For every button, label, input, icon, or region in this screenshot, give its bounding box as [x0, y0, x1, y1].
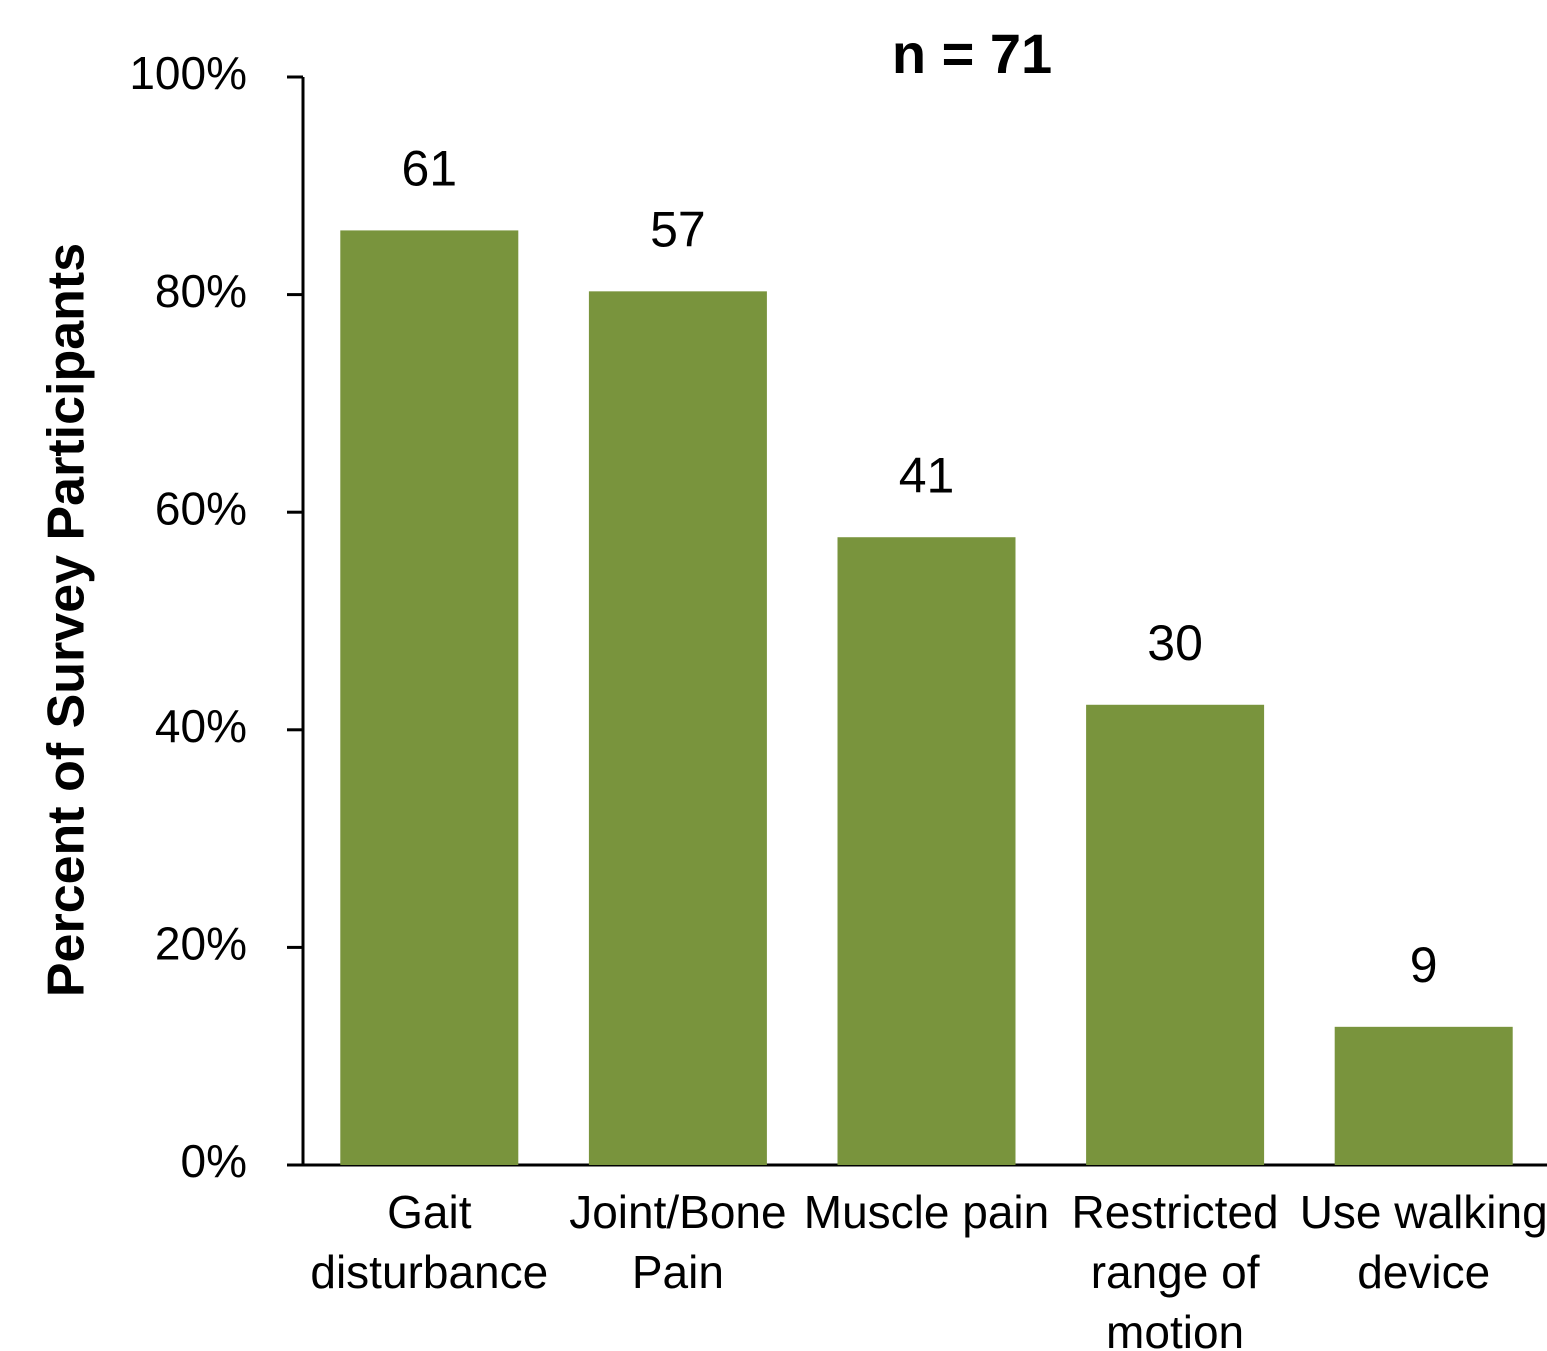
y-tick-label: 100%: [129, 47, 247, 99]
x-tick-label: Joint/Bone: [569, 1186, 786, 1238]
x-tick-label: device: [1357, 1246, 1490, 1298]
data-label: 61: [401, 141, 457, 197]
bar: [588, 291, 767, 1165]
y-tick-label: 20%: [155, 918, 247, 970]
x-tick-label: Use walking: [1300, 1186, 1547, 1238]
x-tick-label: Gait: [387, 1186, 472, 1238]
x-tick-label: disturbance: [310, 1246, 548, 1298]
bar: [837, 537, 1016, 1165]
data-label: 57: [650, 202, 706, 258]
bar: [340, 230, 519, 1165]
bar: [1334, 1026, 1513, 1165]
chart-title: n = 71: [892, 22, 1052, 85]
data-label: 30: [1147, 615, 1203, 671]
x-tick-label: range of: [1091, 1246, 1260, 1298]
x-tick-label: motion: [1106, 1306, 1244, 1351]
bar: [1086, 704, 1265, 1165]
y-tick-label: 40%: [155, 700, 247, 752]
x-tick-label: Muscle pain: [804, 1186, 1049, 1238]
x-tick-label: Pain: [632, 1246, 724, 1298]
data-label: 41: [899, 447, 955, 503]
x-tick-label: Restricted: [1072, 1186, 1279, 1238]
y-tick-label: 0%: [181, 1135, 247, 1187]
y-tick-label: 80%: [155, 265, 247, 317]
y-axis-label: Percent of Survey Participants: [38, 243, 96, 997]
data-label: 9: [1410, 937, 1438, 993]
y-tick-label: 60%: [155, 482, 247, 534]
